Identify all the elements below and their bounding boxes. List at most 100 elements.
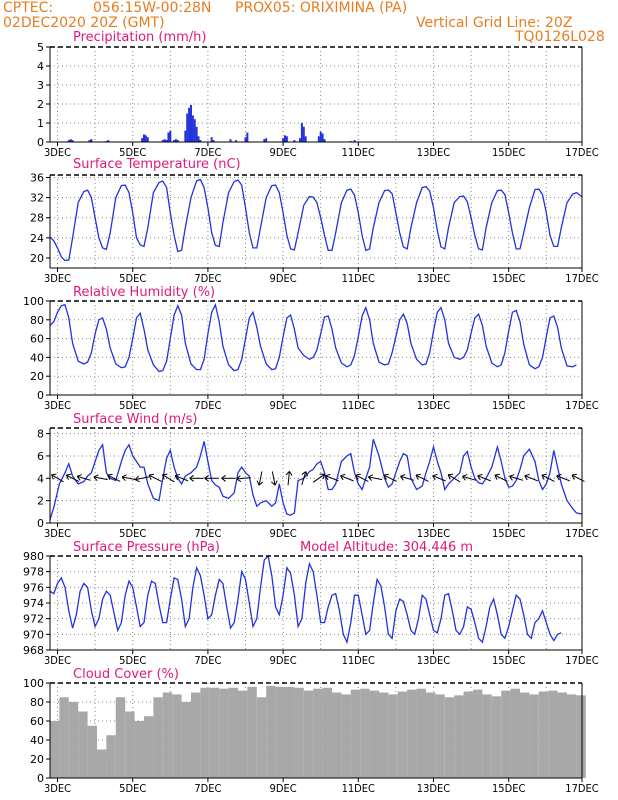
wind-arrow-head [121, 474, 127, 478]
cloud-bar [557, 692, 567, 778]
wind-arrow [107, 473, 121, 482]
precip-bar [169, 130, 172, 142]
cloud-bar [463, 691, 473, 778]
cloud-bar [548, 690, 558, 778]
cloud-bar [576, 695, 586, 778]
cloud-bar [519, 692, 530, 778]
wind-xtick-label: 13DEC [417, 527, 450, 540]
temp-ytick-label: 24 [30, 232, 44, 245]
wind-arrow-head [221, 474, 226, 479]
cloud-bar [378, 692, 389, 778]
wind-arrow-shaft [556, 475, 570, 482]
wind-arrow-head [494, 473, 500, 476]
wind-xtick-label: 11DEC [342, 527, 375, 540]
temp-panel: 20 24 28 32 36 3DEC 5DEC 7DEC 9DEC 11DEC 13DEC 15DE… [30, 157, 599, 285]
precip-bar [186, 113, 189, 142]
rh-xtick-label: 3DEC [44, 399, 71, 412]
wind-arrow-head [51, 473, 57, 476]
wind-arrow-shaft [340, 475, 354, 482]
cloud-bar [416, 688, 426, 778]
wind-arrow-head [51, 474, 54, 480]
wind-arrow [256, 471, 264, 486]
precip-bar [142, 134, 145, 142]
wind-arrow-shaft [509, 475, 524, 481]
wind-arrow [271, 471, 278, 486]
wind-arrow-head [162, 473, 168, 476]
wind-arrow-head [432, 473, 438, 477]
precip-bar [141, 138, 144, 142]
precip-bar [90, 139, 93, 142]
cloud-bar [529, 694, 539, 778]
wind-xtick-label: 17DEC [565, 527, 598, 540]
cloud-xtick-label: 9DEC [270, 782, 297, 795]
cloud-bar [153, 697, 163, 778]
pressure-xtick-label: 7DEC [194, 654, 221, 667]
cloud-bar [59, 697, 69, 778]
wind-arrow [174, 473, 189, 482]
precip-bar [163, 139, 166, 142]
cloud-bar [275, 686, 285, 778]
wind-arrow-head [477, 473, 483, 477]
wind-arrow [148, 473, 162, 482]
wind-arrow-shaft [287, 471, 290, 486]
wind-arrow-head [400, 474, 406, 477]
wind-arrow-head [93, 476, 98, 481]
wind-arrow [189, 474, 204, 482]
wind-arrow-head [383, 473, 390, 476]
precip-bar [184, 130, 187, 142]
cloud-ytick-label: 80 [30, 696, 44, 709]
header-org: CPTEC: [3, 0, 54, 16]
wind-arrow-head [204, 477, 209, 482]
wind-arrow-head [432, 475, 436, 481]
header-grid-note: Vertical Grid Line: 20Z [416, 15, 573, 31]
precip-bar [285, 136, 288, 142]
precip-ytick-label: 3 [37, 79, 44, 92]
wind-arrow-head [415, 474, 419, 480]
wind-arrow-head [305, 471, 308, 477]
precip-ytick-label: 1 [37, 117, 44, 130]
cloud-xtick-label: 11DEC [342, 782, 375, 795]
wind-xtick-label: 7DEC [194, 527, 221, 540]
rh-xtick-label: 15DEC [492, 399, 525, 412]
temp-line [49, 178, 583, 262]
wind-arrow-head [66, 473, 72, 476]
rh-xtick-label: 7DEC [194, 399, 221, 412]
cloud-bar [510, 688, 520, 778]
wind-arrow [312, 473, 326, 483]
wind-ytick-label: 2 [37, 495, 44, 508]
pressure-ytick-label: 976 [23, 581, 44, 594]
rh-ytick-label: 80 [30, 314, 44, 327]
rh-xtick-label: 17DEC [565, 399, 598, 412]
temp-xtick-label: 7DEC [194, 272, 221, 285]
precip-xtick-label: 17DEC [565, 146, 598, 159]
precip-bar [212, 140, 215, 142]
pressure-ytick-label: 972 [23, 613, 44, 626]
wind-arrow-head [340, 475, 344, 481]
precip-bar [176, 140, 179, 142]
cloud-bar [78, 711, 88, 778]
wind-arrow-shaft [355, 474, 369, 482]
precip-xtick-label: 9DEC [270, 146, 297, 159]
wind-arrow [93, 474, 108, 481]
cloud-bar [96, 749, 107, 778]
cloud-bar [266, 685, 276, 778]
wind-arrow [571, 473, 585, 482]
rh-line [49, 302, 577, 373]
precip-bar [199, 140, 202, 142]
wind-arrow-head [301, 471, 307, 475]
wind-arrow-head [415, 473, 421, 476]
cloud-bar [172, 694, 182, 778]
cloud-bar [237, 690, 248, 778]
precip-bar [146, 137, 149, 142]
cloud-bar [87, 725, 97, 778]
cloud-bar [209, 687, 220, 778]
pressure-ytick-label: 968 [23, 644, 44, 657]
precip-bar [167, 132, 170, 142]
wind-arrow-shaft [432, 475, 446, 482]
wind-arrow-head [556, 475, 560, 481]
wind-arrow-head [271, 481, 276, 486]
cloud-bar [454, 695, 464, 778]
pressure-xtick-label: 17DEC [565, 654, 598, 667]
wind-arrow-head [509, 474, 515, 477]
